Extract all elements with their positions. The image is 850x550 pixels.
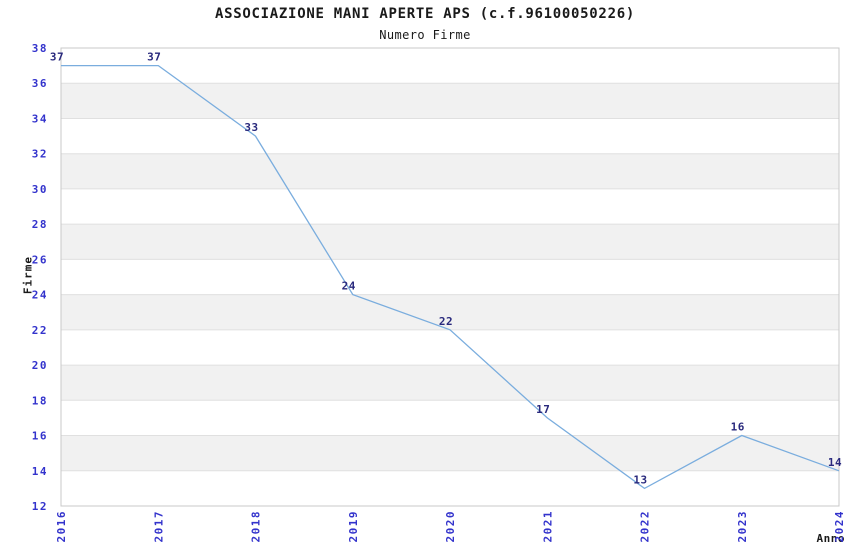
y-tick-label: 32 [32, 148, 48, 161]
grid-band [61, 435, 839, 471]
y-tick-label: 26 [32, 253, 48, 266]
data-label: 14 [828, 456, 842, 469]
data-label: 16 [731, 421, 745, 434]
data-label: 37 [147, 51, 161, 64]
y-tick-label: 20 [32, 359, 48, 372]
chart-title: ASSOCIAZIONE MANI APERTE APS (c.f.961000… [215, 6, 635, 22]
data-label: 13 [633, 473, 647, 486]
data-label: 22 [439, 315, 453, 328]
x-tick-label: 2024 [833, 510, 846, 543]
y-tick-label: 12 [32, 500, 48, 513]
x-tick-label: 2022 [639, 510, 652, 543]
y-tick-label: 14 [32, 465, 48, 478]
x-tick-label: 2018 [250, 510, 263, 543]
x-tick-label: 2016 [55, 510, 68, 543]
x-tick-label: 2023 [736, 510, 749, 543]
data-label: 33 [244, 121, 258, 134]
x-tick-label: 2019 [347, 510, 360, 543]
y-tick-label: 30 [32, 183, 48, 196]
y-tick-label: 28 [32, 218, 48, 231]
y-tick-label: 24 [32, 289, 48, 302]
x-tick-label: 2021 [541, 510, 554, 543]
chart-subtitle: Numero Firme [379, 28, 471, 42]
x-tick-label: 2020 [444, 510, 457, 543]
grid-band [61, 153, 839, 189]
y-tick-label: 22 [32, 324, 48, 337]
x-axis-title: Anno [816, 532, 845, 545]
grid-band [61, 294, 839, 330]
grid-band [61, 224, 839, 260]
plot-border [60, 47, 840, 507]
data-line [61, 64, 840, 490]
y-tick-label: 36 [32, 77, 48, 90]
x-tick-label: 2017 [152, 510, 165, 543]
y-tick-label: 18 [32, 394, 48, 407]
grid-band [61, 365, 839, 401]
data-label: 17 [536, 403, 550, 416]
y-tick-label: 16 [32, 430, 48, 443]
y-tick-label: 38 [32, 42, 48, 55]
data-label: 24 [342, 280, 356, 293]
grid-band [61, 83, 839, 119]
data-label: 37 [50, 51, 64, 64]
y-tick-label: 34 [32, 113, 48, 126]
